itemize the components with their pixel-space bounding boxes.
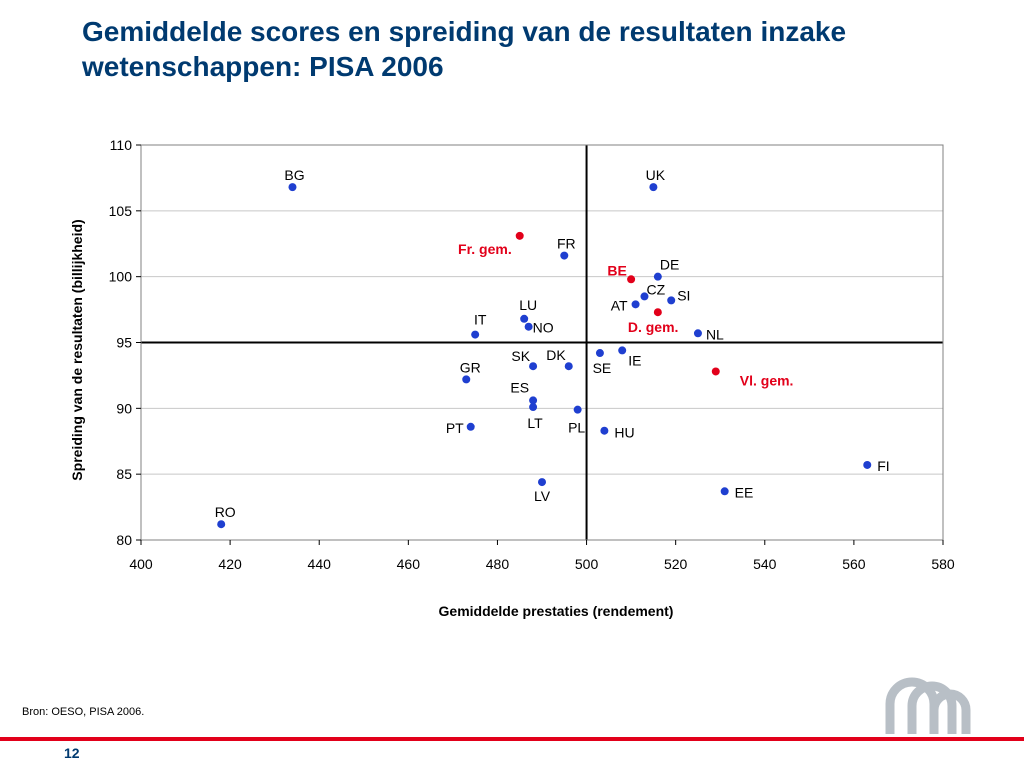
- point-no: [524, 322, 533, 331]
- footer-divider: [0, 737, 1024, 741]
- point-lt: [529, 403, 538, 412]
- point-bg: [288, 183, 297, 192]
- point-label: PL: [568, 420, 585, 436]
- point-hu: [600, 426, 609, 435]
- point-label: EE: [735, 484, 754, 500]
- point-label: FI: [877, 458, 889, 474]
- point-ie: [618, 346, 627, 355]
- page-number: 12: [64, 745, 80, 761]
- point-lu: [520, 314, 529, 323]
- point-se: [595, 349, 604, 358]
- x-tick-label: 560: [842, 556, 866, 572]
- logo-icon: [885, 677, 971, 734]
- point-label: BE: [607, 262, 626, 278]
- axes: 80 85 90 95 100 105 110 400 420 440 460 480 500 520 54…: [109, 137, 955, 572]
- y-tick-label: 90: [116, 400, 132, 416]
- point-pl: [573, 405, 582, 414]
- point-pt: [466, 422, 475, 431]
- point-sk: [529, 362, 538, 371]
- point-label: IE: [628, 352, 641, 368]
- point-label: LT: [527, 415, 543, 431]
- point-fi: [863, 460, 872, 469]
- point-fr: [560, 251, 569, 260]
- point-label: BG: [284, 167, 304, 183]
- reference-lines: [141, 145, 943, 540]
- x-tick-label: 520: [664, 556, 688, 572]
- x-tick-label: 460: [397, 556, 421, 572]
- point-ro: [217, 520, 226, 529]
- x-tick-label: 440: [308, 556, 332, 572]
- point-d-gem: [653, 308, 662, 317]
- point-vl-gem: [711, 367, 720, 376]
- point-label: AT: [611, 297, 628, 313]
- point-si: [667, 296, 676, 305]
- x-axis-label: Gemiddelde prestaties (rendement): [439, 603, 674, 619]
- y-tick-label: 80: [116, 532, 132, 548]
- point-label: HU: [614, 425, 634, 441]
- point-label: NL: [706, 326, 724, 342]
- point-label: Vl. gem.: [740, 372, 794, 388]
- point-de: [653, 272, 662, 281]
- point-lv: [538, 478, 546, 487]
- point-es: [529, 396, 538, 405]
- point-label: ES: [510, 379, 529, 395]
- y-tick-label: 110: [110, 137, 133, 153]
- point-label: SE: [593, 360, 612, 376]
- y-tick-label: 95: [116, 335, 132, 351]
- point-label: CZ: [646, 281, 665, 297]
- point-at: [631, 300, 640, 309]
- point-label: LV: [534, 488, 551, 504]
- point-ee: [720, 487, 729, 496]
- y-tick-label: 100: [109, 269, 133, 285]
- point-label: SI: [677, 287, 690, 303]
- point-label: DE: [660, 257, 679, 273]
- point-label: PT: [446, 420, 464, 436]
- x-tick-label: 580: [931, 556, 955, 572]
- point-label: NO: [533, 320, 554, 336]
- point-label: GR: [460, 359, 481, 375]
- point-label: SK: [511, 348, 530, 364]
- point-label: Fr. gem.: [458, 241, 512, 257]
- point-cz: [640, 292, 649, 301]
- point-label: UK: [646, 167, 666, 183]
- point-nl: [693, 329, 702, 338]
- point-label: FR: [557, 236, 576, 252]
- point-be: [627, 275, 636, 284]
- point-label: IT: [474, 312, 487, 328]
- x-tick-label: 480: [486, 556, 510, 572]
- point-it: [471, 330, 480, 339]
- y-tick-label: 85: [116, 466, 132, 482]
- point-label: DK: [546, 347, 566, 363]
- source-note: Bron: OESO, PISA 2006.: [22, 706, 145, 718]
- point-dk: [564, 362, 573, 371]
- point-label: LU: [519, 297, 537, 313]
- point-label: RO: [215, 504, 236, 520]
- slide-title: Gemiddelde scores en spreiding van de re…: [82, 16, 847, 82]
- x-tick-label: 500: [575, 556, 599, 572]
- point-label: D. gem.: [628, 319, 679, 335]
- data-points: BG UK FR DE CZ SI AT LU NO IT NL SK DK SE IE GR ES LT PL PT…: [215, 167, 890, 529]
- y-tick-label: 105: [109, 203, 133, 219]
- y-axis-label: Spreiding van de resultaten (billijkheid…: [69, 219, 85, 480]
- scatter-chart: 80 85 90 95 100 105 110 400 420 440 460 480 500 520 54…: [69, 137, 955, 619]
- point-fr-gem: [515, 231, 524, 240]
- point-uk: [649, 183, 658, 192]
- x-tick-label: 400: [129, 556, 153, 572]
- x-tick-label: 540: [753, 556, 777, 572]
- point-gr: [462, 375, 471, 384]
- x-tick-label: 420: [218, 556, 242, 572]
